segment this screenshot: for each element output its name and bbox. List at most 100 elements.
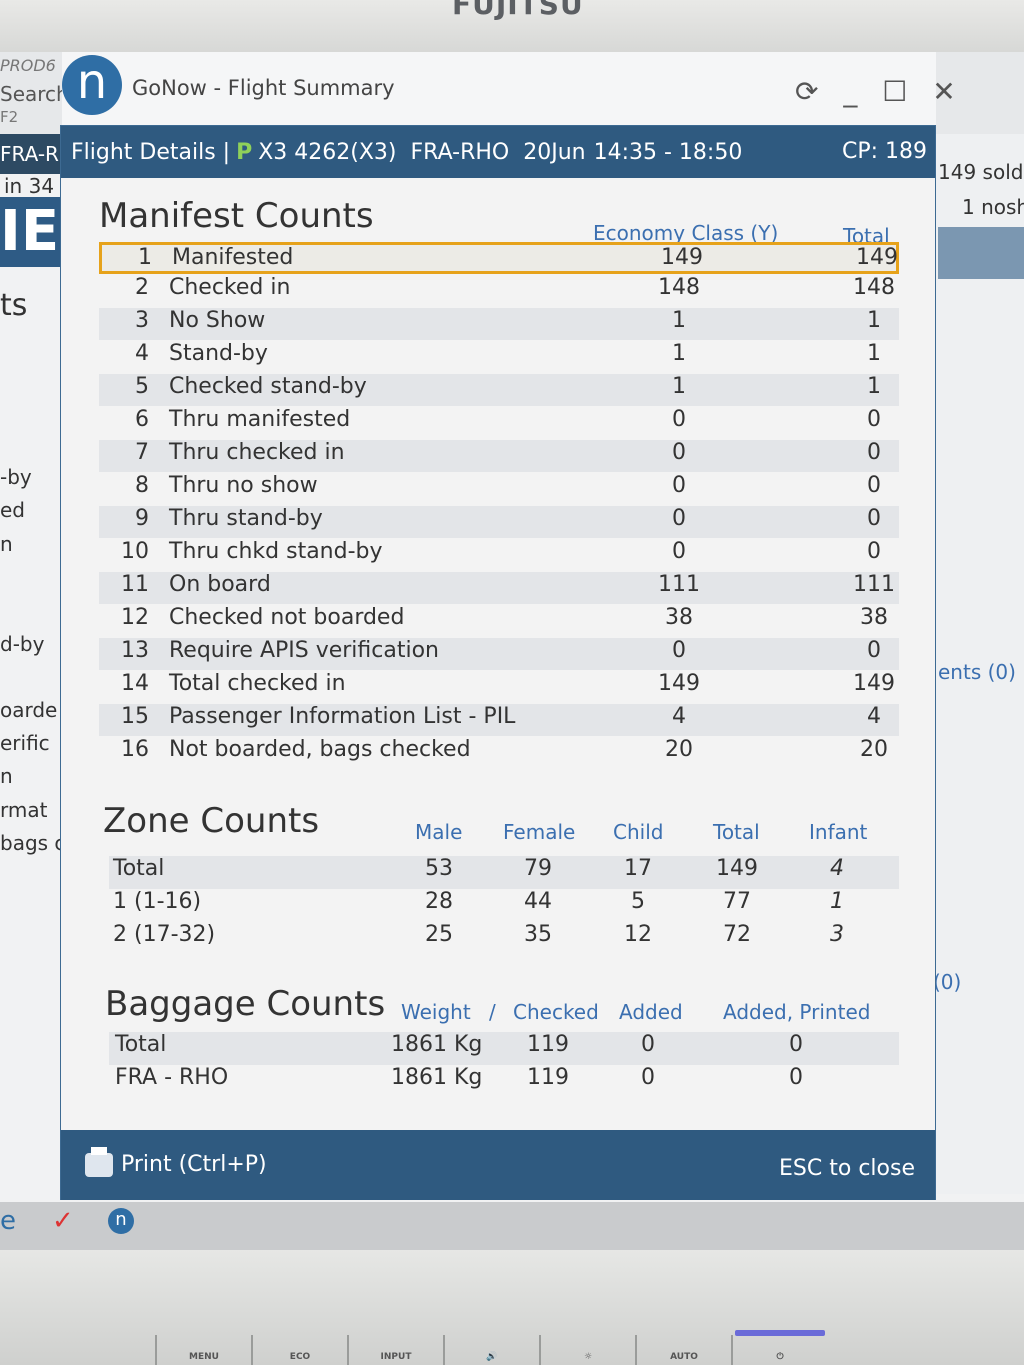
- window-controls[interactable]: ⟳ _ ☐ ✕: [795, 75, 964, 108]
- zone-cell-male: 25: [425, 922, 453, 947]
- zone-cell-infant: 1: [830, 889, 844, 914]
- manifest-row-number: 11: [121, 572, 149, 597]
- zone-header-child: Child: [613, 820, 664, 844]
- window-title: GoNow - Flight Summary: [132, 76, 395, 100]
- manifest-row[interactable]: 5 Checked stand-by 1 1: [99, 374, 899, 406]
- baggage-cell-weight: 1861 Kg: [391, 1065, 483, 1090]
- zone-cell-male: 28: [425, 889, 453, 914]
- flight-times: 14:35 - 18:50: [593, 139, 743, 165]
- left-label-1: ed: [0, 498, 25, 522]
- zero-link[interactable]: (0): [933, 970, 962, 994]
- flight-route: FRA-RHO: [410, 139, 510, 165]
- monitor-bezel-bottom: [0, 1250, 1024, 1365]
- manifest-row[interactable]: 16 Not boarded, bags checked 20 20: [99, 737, 899, 769]
- zone-row: Total 53 79 17 149 4: [109, 856, 899, 889]
- manifest-row-number: 16: [121, 737, 149, 762]
- manifest-row-economy: 1: [672, 341, 686, 366]
- baggage-cell-added-printed: 0: [789, 1032, 803, 1057]
- monitor-bezel-top: FUJITSU: [0, 0, 1024, 52]
- env-label: PROD6: [0, 56, 56, 75]
- manifest-row-label: Passenger Information List - PIL: [169, 704, 516, 729]
- manifest-row-total: 0: [867, 638, 881, 663]
- sold-count: 149 sold: [938, 160, 1024, 184]
- zone-header-infant: Infant: [809, 820, 868, 844]
- manifest-row-economy: 0: [672, 473, 686, 498]
- manifest-row-economy: 0: [672, 407, 686, 432]
- manifest-row-number: 5: [135, 374, 149, 399]
- baggage-row: Total 1861 Kg 119 0 0: [109, 1032, 899, 1065]
- osd-menu-button[interactable]: MENU: [155, 1335, 251, 1365]
- gonow-taskbar-icon[interactable]: n: [108, 1208, 134, 1234]
- manifest-row-label: Thru no show: [169, 473, 318, 498]
- manifest-row-label: Checked in: [169, 275, 291, 300]
- print-label: Print (Ctrl+P): [121, 1152, 267, 1177]
- manifest-row[interactable]: 7 Thru checked in 0 0: [99, 440, 899, 472]
- manifest-row-number: 8: [135, 473, 149, 498]
- manifest-row[interactable]: 15 Passenger Information List - PIL 4 4: [99, 704, 899, 736]
- window-titlebar: [62, 52, 936, 132]
- manifest-row[interactable]: 11 On board 111 111: [99, 572, 899, 604]
- manifest-row[interactable]: 10 Thru chkd stand-by 0 0: [99, 539, 899, 571]
- manifest-row[interactable]: 14 Total checked in 149 149: [99, 671, 899, 703]
- manifest-row-number: 13: [121, 638, 149, 663]
- manifest-row-economy: 0: [672, 539, 686, 564]
- manifest-row-number: 12: [121, 605, 149, 630]
- manifest-row-economy: 111: [658, 572, 700, 597]
- manifest-row-economy: 4: [672, 704, 686, 729]
- manifest-row-number: 7: [135, 440, 149, 465]
- manifest-row[interactable]: 3 No Show 1 1: [99, 308, 899, 340]
- manifest-row-label: Require APIS verification: [169, 638, 439, 663]
- manifest-row[interactable]: 12 Checked not boarded 38 38: [99, 605, 899, 637]
- manifest-row-economy: 149: [658, 671, 700, 696]
- manifest-row-label: Checked stand-by: [169, 374, 367, 399]
- manifest-title: Manifest Counts: [99, 196, 374, 236]
- manifest-row[interactable]: 2 Checked in 148 148: [99, 275, 899, 307]
- baggage-row-label: Total: [115, 1032, 167, 1057]
- pnr-badge-icon: P: [236, 139, 253, 165]
- manifest-row-total: 0: [867, 506, 881, 531]
- check-app-icon[interactable]: ✓: [52, 1206, 74, 1236]
- manifest-row[interactable]: 9 Thru stand-by 0 0: [99, 506, 899, 538]
- baggage-row: FRA - RHO 1861 Kg 119 0 0: [109, 1065, 899, 1098]
- manifest-row[interactable]: 1 Manifested 149 149: [99, 242, 899, 274]
- right-blue-tile: [938, 227, 1024, 279]
- manifest-row-total: 111: [853, 572, 895, 597]
- manifest-row-economy: 0: [672, 506, 686, 531]
- manifest-row[interactable]: 6 Thru manifested 0 0: [99, 407, 899, 439]
- esc-close-hint[interactable]: ESC to close: [779, 1156, 915, 1181]
- baggage-cell-added: 0: [641, 1032, 655, 1057]
- route-label: FRA-R: [0, 142, 59, 166]
- zone-cell-female: 35: [524, 922, 552, 947]
- manifest-row-total: 4: [867, 704, 881, 729]
- osd-volume-button[interactable]: 🔊: [443, 1335, 539, 1365]
- osd-eco-button[interactable]: ECO: [251, 1335, 347, 1365]
- manifest-row-number: 2: [135, 275, 149, 300]
- print-button[interactable]: Print (Ctrl+P): [85, 1146, 267, 1177]
- baggage-cell-added-printed: 0: [789, 1065, 803, 1090]
- manifest-row-total: 0: [867, 407, 881, 432]
- power-led: [735, 1330, 825, 1336]
- manifest-row-economy: 0: [672, 440, 686, 465]
- manifest-row-total: 20: [860, 737, 888, 762]
- osd-brightness-button[interactable]: ☼: [539, 1335, 635, 1365]
- zone-cell-child: 17: [624, 856, 652, 881]
- manifest-row[interactable]: 13 Require APIS verification 0 0: [99, 638, 899, 670]
- osd-auto-button[interactable]: AUTO: [635, 1335, 731, 1365]
- osd-power-button[interactable]: ⏻: [731, 1335, 827, 1365]
- manifest-row[interactable]: 8 Thru no show 0 0: [99, 473, 899, 505]
- baggage-row-label: FRA - RHO: [115, 1065, 229, 1090]
- search-label[interactable]: Search: [0, 82, 69, 106]
- route-strip: FRA-R: [0, 134, 60, 174]
- baggage-cell-checked: 119: [527, 1065, 569, 1090]
- ents-link[interactable]: ents (0): [938, 660, 1016, 684]
- zone-cell-male: 53: [425, 856, 453, 881]
- baggage-header-weight: Weight: [401, 1000, 471, 1024]
- manifest-row[interactable]: 4 Stand-by 1 1: [99, 341, 899, 373]
- printer-icon: [85, 1146, 113, 1177]
- big-tile: IE: [0, 197, 60, 267]
- zone-cell-child: 5: [631, 889, 645, 914]
- baggage-cell-weight: 1861 Kg: [391, 1032, 483, 1057]
- edge-icon[interactable]: e: [0, 1206, 16, 1236]
- osd-input-button[interactable]: INPUT: [347, 1335, 443, 1365]
- app-logo-icon: n: [62, 55, 122, 115]
